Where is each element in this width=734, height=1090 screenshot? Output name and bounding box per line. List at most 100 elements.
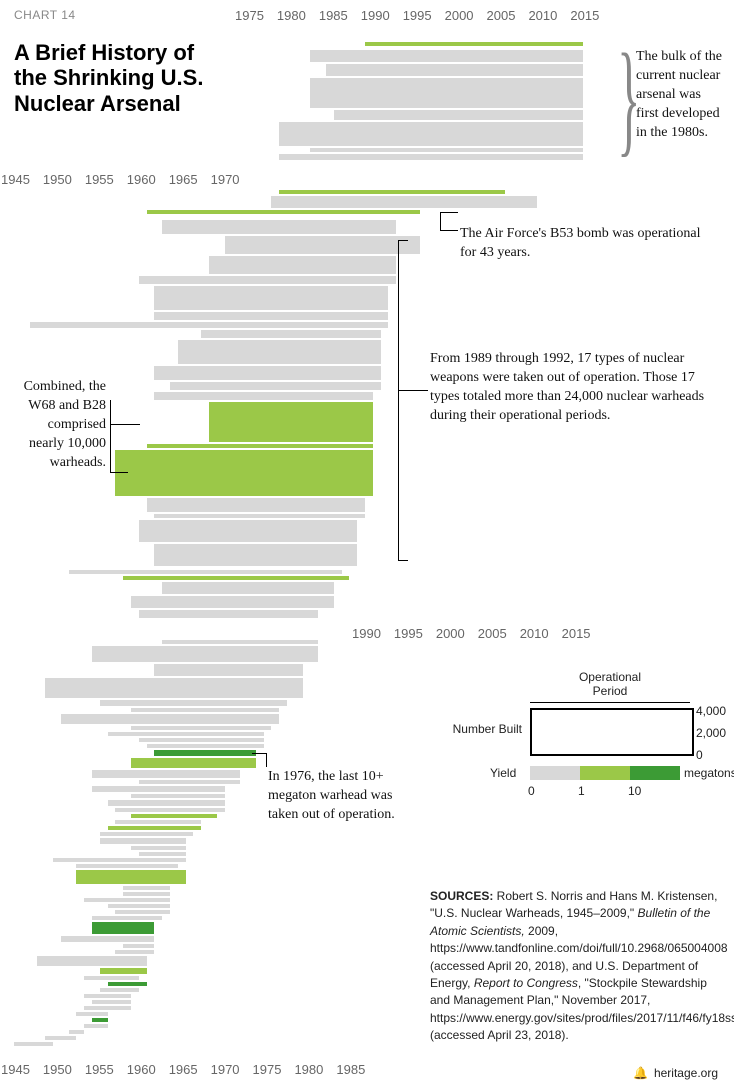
timeline-bar	[61, 936, 155, 942]
legend-swatch-mid	[580, 766, 630, 780]
connector-line	[110, 472, 128, 473]
timeline-bar	[279, 154, 583, 160]
connector-line	[440, 230, 458, 231]
timeline-bar	[123, 576, 349, 580]
timeline-bar	[100, 838, 186, 844]
connector-line	[110, 424, 140, 425]
axis-year: 1980	[277, 8, 306, 23]
timeline-bar	[170, 382, 381, 390]
timeline-bar	[84, 898, 170, 902]
timeline-bar	[279, 122, 583, 146]
axis-year: 1960	[127, 1062, 156, 1077]
sources: SOURCES: Robert S. Norris and Hans M. Kr…	[430, 888, 720, 1045]
timeline-bar	[139, 780, 240, 784]
title-line: the Shrinking U.S.	[14, 65, 203, 90]
timeline-bar	[310, 50, 583, 62]
timeline-bar	[92, 922, 154, 934]
timeline-bar	[108, 800, 225, 806]
axis-year: 2015	[570, 8, 599, 23]
annotation-bulk: The bulk of the current nuclear arsenal …	[636, 48, 722, 142]
timeline-bar	[131, 708, 279, 712]
timeline-bar	[30, 322, 389, 328]
timeline-bar	[45, 678, 302, 698]
axis-year: 1945	[1, 1062, 30, 1077]
timeline-bar	[310, 148, 583, 152]
axis-year: 2000	[445, 8, 474, 23]
timeline-bar	[84, 976, 139, 980]
axis-year: 2005	[487, 8, 516, 23]
legend-scale-label: 2,000	[696, 726, 726, 740]
timeline-bar	[147, 444, 373, 448]
timeline-bar	[92, 1000, 131, 1004]
connector-line	[398, 390, 428, 391]
connector-line	[398, 560, 408, 561]
axis-year: 1975	[253, 1062, 282, 1077]
annotation-w68: Combined, the W68 and B28 comprised near…	[14, 378, 106, 472]
legend-op-period: Operational Period	[560, 670, 660, 698]
timeline-bar	[131, 846, 186, 850]
timeline-bar	[139, 520, 357, 542]
legend-swatch-low	[530, 766, 580, 780]
axis-year: 1980	[294, 1062, 323, 1077]
year-axis: 194519501955196019651970	[1, 172, 240, 187]
axis-year: 1990	[361, 8, 390, 23]
timeline-bar	[162, 640, 318, 644]
chart-title: A Brief History ofthe Shrinking U.S.Nucl…	[14, 40, 203, 116]
timeline-bar	[53, 858, 186, 862]
title-line: Nuclear Arsenal	[14, 91, 203, 116]
annotation-seventeen: From 1989 through 1992, 17 types of nucl…	[430, 350, 720, 426]
timeline-bar	[139, 738, 264, 742]
axis-year: 1960	[127, 172, 156, 187]
axis-year: 2010	[528, 8, 557, 23]
footer: 🔔heritage.org	[633, 1066, 718, 1080]
timeline-bar	[76, 870, 185, 884]
timeline-bar	[154, 366, 380, 380]
timeline-bar	[69, 570, 342, 574]
timeline-bar	[108, 982, 147, 986]
timeline-bar	[279, 190, 505, 194]
timeline-bar	[92, 1018, 108, 1022]
axis-year: 1985	[319, 8, 348, 23]
heritage-icon: 🔔	[633, 1066, 648, 1080]
timeline-bar	[108, 904, 170, 908]
timeline-bar	[154, 312, 388, 320]
axis-year: 1995	[394, 626, 423, 641]
timeline-bar	[162, 582, 334, 594]
year-axis: 199019952000200520102015	[352, 626, 591, 641]
timeline-bar	[84, 994, 131, 998]
timeline-bar	[100, 832, 194, 836]
timeline-bar	[154, 514, 365, 518]
annotation-megaton: In 1976, the last 10+ megaton warhead wa…	[268, 768, 418, 825]
axis-year: 1955	[85, 1062, 114, 1077]
timeline-bar	[154, 750, 255, 756]
connector-line	[440, 212, 458, 213]
axis-year: 1965	[169, 172, 198, 187]
timeline-bar	[154, 544, 357, 566]
connector-line	[398, 240, 399, 560]
timeline-bar	[139, 276, 396, 284]
axis-year: 2000	[436, 626, 465, 641]
connector-line	[440, 212, 441, 230]
timeline-bar	[365, 42, 583, 46]
legend-yield-tick: 1	[578, 784, 585, 798]
timeline-bar	[84, 1006, 131, 1010]
timeline-bar	[115, 450, 372, 496]
timeline-bar	[100, 968, 147, 974]
timeline-bar	[92, 646, 318, 662]
timeline-bar	[201, 330, 380, 338]
chart-number: CHART 14	[14, 8, 76, 22]
legend-num-built: Number Built	[450, 722, 522, 736]
legend-swatch-high	[630, 766, 680, 780]
annotation-b53: The Air Force's B53 bomb was operational…	[460, 225, 720, 263]
timeline-bar	[69, 1030, 85, 1034]
timeline-bar	[154, 664, 302, 676]
timeline-bar	[123, 886, 170, 890]
timeline-bar	[115, 950, 154, 954]
timeline-bar	[14, 1042, 53, 1046]
timeline-bar	[147, 498, 365, 512]
axis-year: 1955	[85, 172, 114, 187]
legend-op-line	[530, 702, 690, 703]
axis-year: 1950	[43, 172, 72, 187]
legend-yield-tick: 10	[628, 784, 641, 798]
timeline-bar	[92, 786, 225, 792]
